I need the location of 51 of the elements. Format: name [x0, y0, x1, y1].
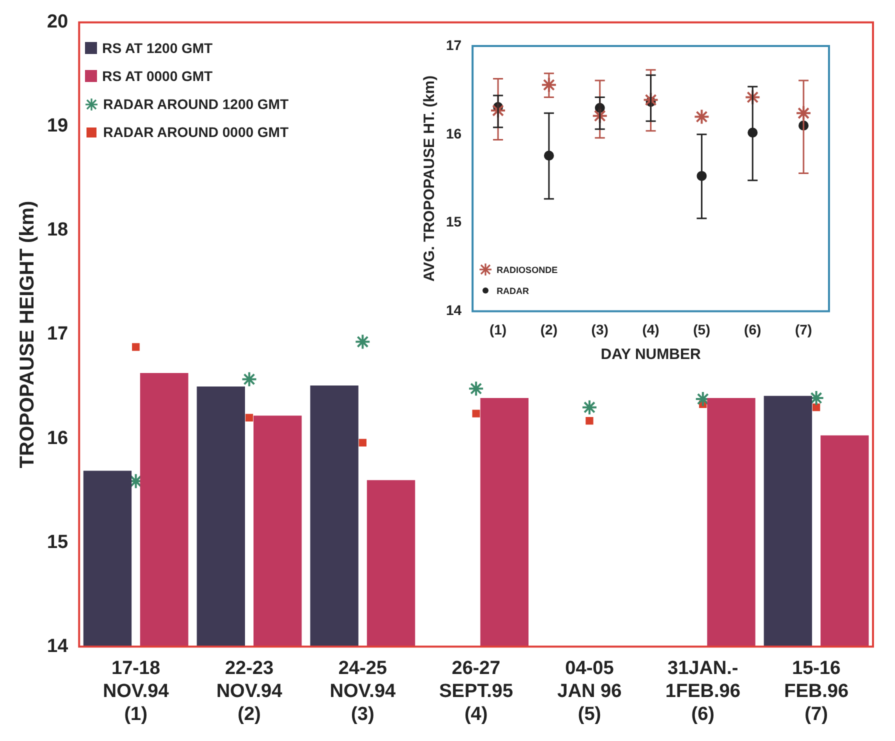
y-axis-title: AVG. TROPOPAUSE HT. (km) — [421, 76, 438, 282]
point — [358, 438, 366, 447]
x-tick-label: (4) — [642, 321, 660, 338]
legend-label: RADAR AROUND 0000 GMT — [103, 124, 289, 140]
y-tick-label: 16 — [46, 428, 68, 449]
legend-label: RS AT 0000 GMT — [102, 68, 213, 84]
point — [132, 343, 140, 351]
x-tick-label: 22-23 NOV.94 (2) — [216, 658, 283, 725]
x-tick-label: 04-05 JAN 96 (5) — [557, 658, 622, 725]
y-tick-label: 17 — [46, 324, 68, 345]
y-tick-label: 14 — [46, 636, 69, 657]
legend-label: RADAR AROUND 1200 GMT — [103, 96, 289, 112]
point — [592, 108, 608, 124]
x-tick-label: 24-25 NOV.94 (3) — [330, 658, 396, 725]
point — [490, 102, 506, 119]
y-tick-label: 15 — [446, 214, 462, 230]
legend-label: RADAR — [496, 286, 530, 296]
point — [540, 76, 557, 93]
x-tick-label: (5) — [693, 321, 710, 338]
x-tick-label: (3) — [591, 321, 608, 338]
x-tick-label: (2) — [540, 321, 558, 338]
legend-label: RADIOSONDE — [496, 264, 558, 275]
point — [744, 89, 761, 106]
legend-label: RS AT 1200 GMT — [102, 40, 213, 56]
x-tick-label: (7) — [794, 321, 812, 338]
point — [812, 403, 820, 412]
point — [468, 380, 484, 397]
point — [354, 334, 371, 350]
y-tick-label: 20 — [46, 12, 68, 33]
point — [796, 105, 812, 122]
y-axis-title: TROPOPAUSE HEIGHT (km) — [16, 200, 39, 468]
x-tick-label: 31JAN.- 1FEB.96 (6) — [665, 658, 740, 725]
x-tick-label: 26-27 SEPT.95 (4) — [439, 658, 514, 725]
y-tick-label: 16 — [446, 125, 462, 142]
point — [245, 414, 254, 422]
y-tick-label: 15 — [46, 532, 69, 553]
y-tick-label: 19 — [46, 116, 68, 137]
x-tick-label: 17-18 NOV.94 (1) — [102, 658, 170, 725]
point — [241, 371, 258, 388]
x-tick-label: (1) — [489, 321, 507, 338]
point — [581, 399, 598, 416]
y-tick-label: 14 — [446, 302, 462, 318]
x-tick-label: (6) — [744, 321, 762, 338]
point — [586, 417, 594, 425]
point — [472, 410, 480, 418]
y-tick-label: 18 — [46, 220, 68, 241]
x-tick-label: 15-16 FEB.96 (7) — [784, 658, 849, 725]
point — [694, 108, 710, 125]
x-axis-title: DAY NUMBER — [600, 346, 701, 364]
y-tick-label: 17 — [446, 36, 462, 53]
point — [642, 92, 659, 108]
